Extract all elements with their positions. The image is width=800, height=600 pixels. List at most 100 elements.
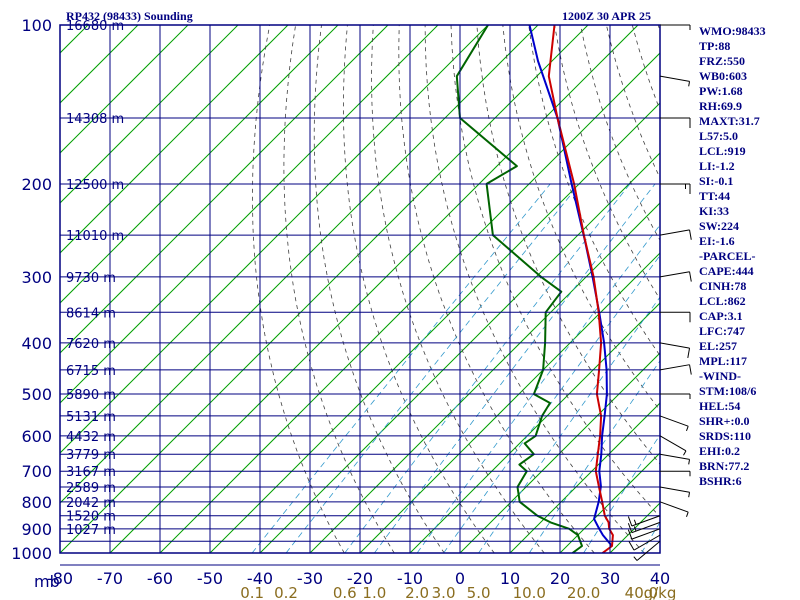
index-line: CINH:78 <box>699 279 746 293</box>
dry-adiabat-line <box>313 25 445 553</box>
index-line: MPL:117 <box>699 354 747 368</box>
temperature-tick-label: -40 <box>247 569 273 588</box>
index-line: SRDS:110 <box>699 429 751 443</box>
dry-adiabat-line <box>762 25 800 553</box>
isotherm-line <box>60 25 339 304</box>
index-line: EL:257 <box>699 339 737 353</box>
wind-barb <box>659 501 689 517</box>
pressure-tick-label: 900 <box>21 520 52 539</box>
pressure-tick-label: 400 <box>21 334 52 353</box>
wind-barb <box>659 415 689 432</box>
wind-barb <box>659 75 691 87</box>
height-tick-label: 12500 m <box>66 178 124 193</box>
height-tick-label: 7620 m <box>66 337 116 352</box>
index-line: WB0:603 <box>699 69 747 83</box>
pressure-tick-label: 200 <box>21 175 52 194</box>
isotherm-line <box>259 152 660 553</box>
isotherm-line <box>509 402 660 553</box>
temperature-tick-label: -50 <box>197 569 223 588</box>
dry-adiabat-line <box>528 25 660 357</box>
index-line: HEL:54 <box>699 399 740 413</box>
index-line: LCL:919 <box>699 144 746 158</box>
plot-frame <box>59 24 661 566</box>
index-line: MAXT:31.7 <box>699 114 760 128</box>
mixing-ratio-line <box>416 224 660 553</box>
isotherm-line <box>109 25 639 553</box>
temperature-tick-label: 10 <box>500 569 520 588</box>
index-line: BSHR:6 <box>699 474 742 488</box>
wind-barb <box>659 486 691 498</box>
pressure-tick-label: 500 <box>21 385 52 404</box>
isotherm-line <box>459 352 660 553</box>
temperature-tick-label: 40 <box>650 569 670 588</box>
index-line: EHI:0.2 <box>699 444 740 458</box>
dewpoint-profile-line <box>455 25 583 553</box>
isotherm-line <box>60 25 439 404</box>
isotherm-line <box>60 25 589 553</box>
pressure-tick-label: 100 <box>21 16 52 35</box>
mixing-ratio-unit: g/kg <box>644 584 677 600</box>
mixing-ratio-label: 0.6 <box>333 584 357 600</box>
isotherm-line <box>60 25 239 204</box>
temperature-tick-label: 30 <box>600 569 620 588</box>
isotherm-line <box>159 52 660 553</box>
wind-barb <box>659 342 691 359</box>
height-tick-label: 14308 m <box>66 112 124 127</box>
isotherm-line <box>60 25 389 354</box>
isotherm-line <box>60 25 539 504</box>
dry-adiabat-line <box>398 25 595 553</box>
wind-barb <box>659 364 692 375</box>
indices-panel: WMO:98433 TP:88 FRZ:550 WB0:603 PW:1.68 … <box>699 24 766 488</box>
index-line: STM:108/6 <box>699 384 756 398</box>
temperature-tick-label: 20 <box>550 569 570 588</box>
index-line: SHR+:0.0 <box>699 414 750 428</box>
height-tick-label: 5890 m <box>66 388 116 403</box>
mixing-ratio-label: 2.0 <box>405 584 429 600</box>
isotherm-line <box>359 252 660 553</box>
index-line: BRN:77.2 <box>699 459 749 473</box>
index-line: SW:224 <box>699 219 739 233</box>
index-line: FRZ:550 <box>699 54 745 68</box>
height-tick-label: 16680 m <box>66 19 124 34</box>
height-tick-label: 5131 m <box>66 410 116 425</box>
height-tick-label: 2589 m <box>66 481 116 496</box>
plot-border <box>59 24 661 554</box>
mixing-ratio-label: 0.1 <box>240 584 264 600</box>
index-line: LCL:862 <box>699 294 746 308</box>
index-line: TT:44 <box>699 189 730 203</box>
temperature-tick-label: -70 <box>97 569 123 588</box>
height-tick-label: 2042 m <box>66 496 116 511</box>
height-tick-label: 9730 m <box>66 271 116 286</box>
height-tick-label: 3167 m <box>66 465 116 480</box>
temperature-tick-label: -80 <box>47 569 73 588</box>
wind-barb <box>659 453 691 465</box>
isotherm-line <box>60 25 289 254</box>
index-line: TP:88 <box>699 39 730 53</box>
dry-adiabat-line <box>502 25 660 411</box>
wind-barb <box>660 393 691 400</box>
wind-barb <box>659 229 692 240</box>
isotherm-line <box>209 102 660 553</box>
station-title: RP432 (98433) Sounding <box>66 9 193 23</box>
mixing-ratio-line <box>443 254 660 553</box>
index-line: SI:-0.1 <box>699 174 733 188</box>
wind-barb <box>627 515 661 527</box>
mixing-ratio-line <box>251 183 551 553</box>
dry-adiabat-line <box>554 25 660 300</box>
temperature-tick-label: -10 <box>397 569 423 588</box>
temperature-tick-label: -30 <box>297 569 323 588</box>
mixing-ratio-line <box>344 183 631 553</box>
index-line: PW:1.68 <box>699 84 743 98</box>
isotherm-line <box>760 25 800 553</box>
pressure-tick-label: 300 <box>21 268 52 287</box>
height-tick-label: 1520 m <box>66 510 116 525</box>
pressure-tick-label: 600 <box>21 427 52 446</box>
wind-barb <box>660 24 691 30</box>
mixing-ratio-label: 3.0 <box>432 584 456 600</box>
isotherm-line <box>409 302 660 553</box>
index-line: L57:5.0 <box>699 129 738 143</box>
wind-barb <box>660 183 691 194</box>
mixing-ratio-label: 1.0 <box>362 584 386 600</box>
height-tick-label: 4432 m <box>66 430 116 445</box>
